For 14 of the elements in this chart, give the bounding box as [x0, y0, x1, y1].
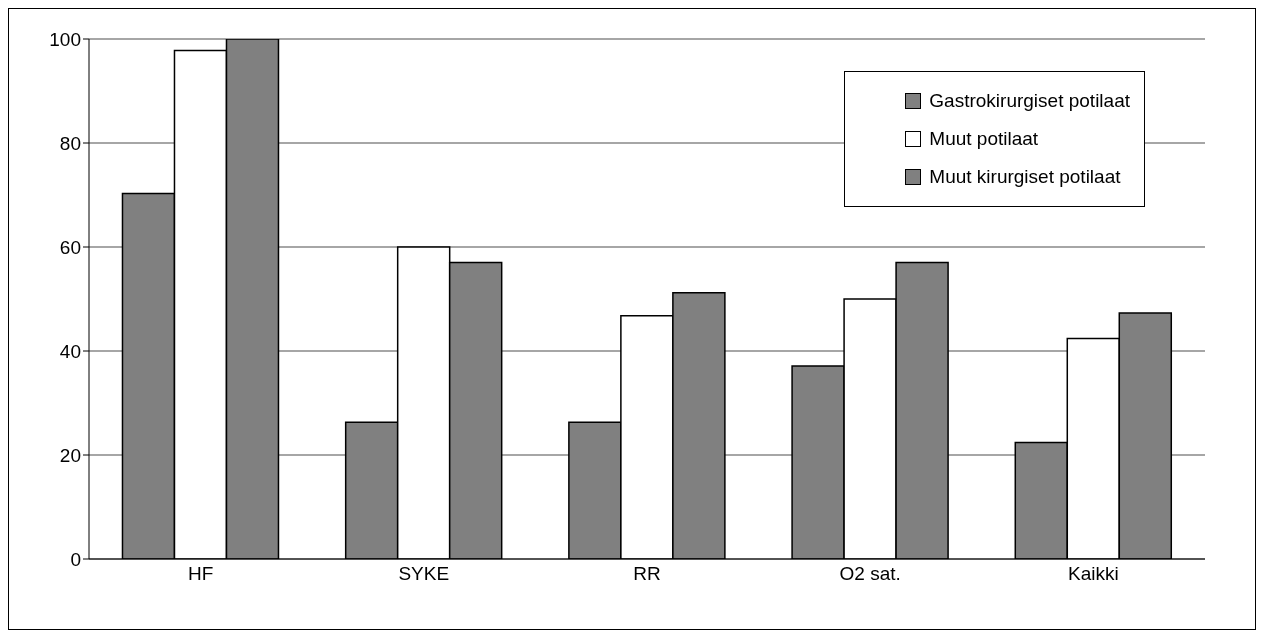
x-tick-label: Kaikki — [1068, 563, 1119, 585]
legend-label: Muut potilaat — [929, 128, 1039, 150]
legend-label: Muut kirurgiset potilaat — [929, 166, 1121, 188]
x-tick-label: SYKE — [398, 563, 450, 585]
x-tick-label: RR — [633, 563, 661, 585]
y-tick-label: 0 — [70, 548, 81, 570]
y-tick-label: 20 — [59, 444, 81, 466]
y-tick-label: 40 — [59, 340, 81, 362]
y-tick-label: 60 — [59, 236, 81, 258]
x-tick-label: HF — [187, 563, 214, 585]
y-tick-label: 100 — [49, 28, 81, 50]
x-tick-label: O2 sat. — [839, 563, 901, 585]
y-tick-label: 80 — [59, 132, 81, 154]
legend-label: Gastrokirurgiset potilaat — [929, 90, 1130, 112]
